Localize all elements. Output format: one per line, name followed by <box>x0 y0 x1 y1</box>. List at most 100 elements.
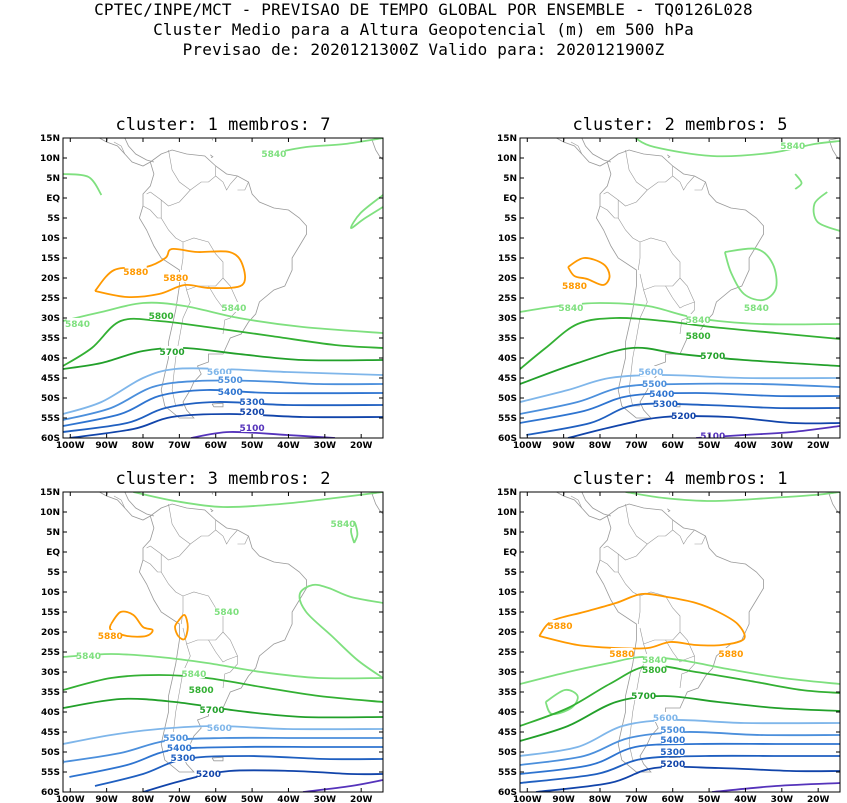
panel-title: cluster: 2 membros: 5 <box>573 115 788 135</box>
lat-label: 30S <box>498 668 517 678</box>
contour-label: 5400 <box>649 390 674 400</box>
country-border <box>563 138 566 143</box>
contour-line-5200 <box>535 765 840 792</box>
country-border <box>222 656 238 689</box>
contour-line-5840 <box>520 302 840 326</box>
country-border <box>639 237 681 291</box>
country-border <box>603 545 608 549</box>
contour-label-bg <box>661 734 684 744</box>
contour-line-5500 <box>520 731 840 766</box>
contour-label: 5800 <box>686 332 711 342</box>
contour-label: 5700 <box>700 352 725 362</box>
header-line-1: CPTEC/INPE/MCT - PREVISAO DE TEMPO GLOBA… <box>94 0 753 19</box>
lat-label: 10N <box>497 508 517 518</box>
contour-line-5400 <box>69 745 383 778</box>
contour-line-5840 <box>350 194 383 229</box>
contour-label: 5500 <box>642 380 667 390</box>
map-area: 5840 5880 5840 5840 5840 5800 5700 5600 55005400… <box>520 138 840 438</box>
coastline <box>555 138 608 167</box>
contour-line-5600 <box>63 367 383 415</box>
coastline <box>211 138 214 141</box>
coastline <box>211 402 224 408</box>
contour-label-bg <box>643 378 666 388</box>
contour-label: 5200 <box>660 760 685 770</box>
lon-label: 60W <box>662 441 685 451</box>
contour-line-5840 <box>634 138 840 158</box>
contour-label: 5700 <box>631 692 656 702</box>
lon-label: 40W <box>277 795 300 803</box>
contour-line-5840 <box>520 656 840 685</box>
contour-label: 5200 <box>196 770 221 780</box>
lon-label: 100W <box>513 441 542 451</box>
coastline <box>211 756 224 762</box>
lat-label: 25S <box>498 294 517 304</box>
cluster-panel-4: cluster: 4 membros: 1 5880 5880 5880 5840580… <box>497 469 841 803</box>
country-border <box>570 141 579 147</box>
contour-line-5800 <box>63 674 383 703</box>
country-border <box>142 205 162 219</box>
contour-label: 5600 <box>207 368 232 378</box>
contour-line-5880 <box>94 247 246 298</box>
header-line-2: Cluster Medio para a Altura Geopotencial… <box>153 20 694 39</box>
contour-line-5600 <box>520 374 840 403</box>
contour-label: 5840 <box>558 304 583 314</box>
contour-label-bg <box>219 386 242 396</box>
lat-label: 55S <box>41 414 60 424</box>
contour-label: 5840 <box>181 670 206 680</box>
lat-label: 60S <box>498 788 517 798</box>
lat-label: 5S <box>504 214 517 224</box>
lat-label: 45S <box>498 728 517 738</box>
map-area: 5840 5840 5880 5840 5840 5800 5700 5600 5600 5500… <box>63 492 383 792</box>
contour-line-5500 <box>63 736 383 763</box>
lat-label: 10N <box>40 154 60 164</box>
contour-line-5300 <box>63 401 383 433</box>
contour-label-bg <box>208 366 231 376</box>
contour-line-5100 <box>190 431 336 438</box>
contour-line-5500 <box>63 379 383 421</box>
country-border <box>113 141 122 147</box>
contour-label-bg <box>161 346 184 356</box>
contour-label-bg <box>77 650 100 660</box>
lon-label: 60W <box>205 795 228 803</box>
lon-label: 80W <box>132 795 155 803</box>
contour-label-bg <box>610 648 633 658</box>
lat-label: 50S <box>41 394 60 404</box>
lat-label: 55S <box>498 414 517 424</box>
contour-label-bg <box>687 330 710 340</box>
country-border <box>577 145 583 155</box>
coastline <box>828 492 840 535</box>
lat-label: 25S <box>41 294 60 304</box>
contour-label: 5400 <box>218 388 243 398</box>
lat-label: 40S <box>498 354 517 364</box>
contour-label-bg <box>99 630 122 640</box>
contour-line-5700 <box>63 346 383 370</box>
country-border <box>563 492 566 497</box>
lon-label: 50W <box>241 795 264 803</box>
contour-label: 5840 <box>330 520 355 530</box>
country-border <box>672 529 695 545</box>
coastline <box>595 149 764 419</box>
lat-label: 35S <box>498 688 517 698</box>
contour-label-bg <box>241 406 264 416</box>
lon-label: 30W <box>771 795 794 803</box>
lon-label: 90W <box>95 795 118 803</box>
lat-label: 15N <box>497 488 517 498</box>
country-border <box>672 175 695 191</box>
country-border <box>570 495 579 501</box>
contour-label: 5800 <box>149 312 174 322</box>
contour-label-bg <box>201 704 224 714</box>
country-border <box>160 554 184 625</box>
contour-label-bg <box>164 732 187 742</box>
contour-label: 5880 <box>718 650 743 660</box>
country-border <box>603 191 608 195</box>
lon-label: 40W <box>734 795 757 803</box>
lat-label: 30S <box>41 314 60 324</box>
lat-label: 10S <box>498 234 517 244</box>
coastline <box>210 154 214 158</box>
country-border <box>142 559 162 573</box>
contour-line-5700 <box>520 346 840 385</box>
lon-label: 30W <box>314 441 337 451</box>
header-line-3: Previsao de: 2020121300Z Valido para: 20… <box>182 40 665 59</box>
contour-line-5840 <box>544 688 579 716</box>
